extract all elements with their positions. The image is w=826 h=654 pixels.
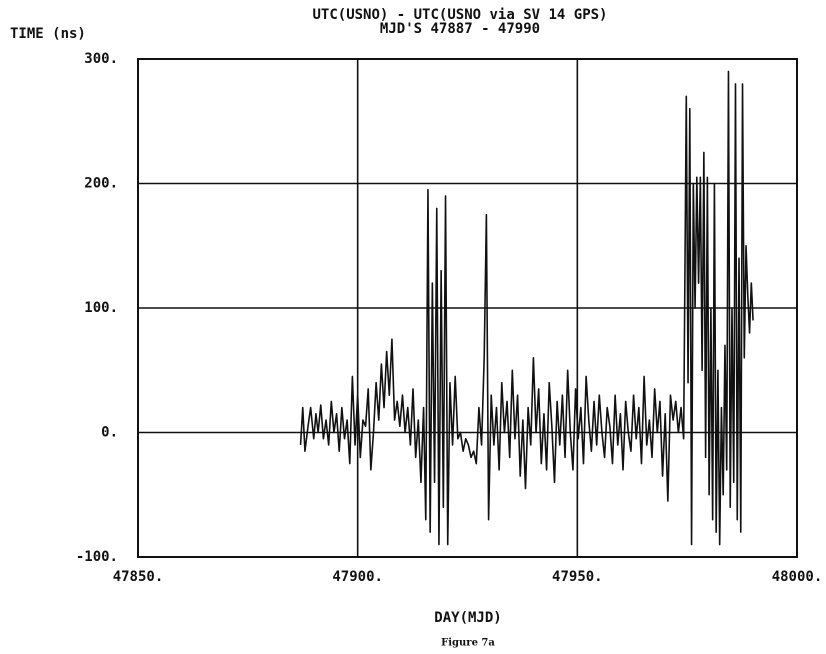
y-axis-label: TIME (ns) bbox=[10, 26, 86, 42]
y-tick-label: -100. bbox=[76, 549, 118, 565]
y-tick-label: 100. bbox=[84, 300, 118, 316]
x-axis-label: DAY(MJD) bbox=[434, 610, 501, 626]
plot-frame bbox=[137, 58, 798, 558]
y-tick-label: 300. bbox=[84, 51, 118, 67]
y-tick-label: 0. bbox=[101, 425, 118, 441]
chart-title: UTC(USNO) - UTC(USNO via SV 14 GPS) bbox=[312, 7, 607, 23]
figure-caption: Figure 7a bbox=[441, 638, 495, 649]
x-tick-label: 47850. bbox=[113, 569, 164, 585]
data-line bbox=[299, 70, 754, 546]
chart-subtitle: MJD'S 47887 - 47990 bbox=[380, 21, 540, 37]
x-tick-label: 47900. bbox=[332, 569, 383, 585]
x-tick-label: 47950. bbox=[552, 569, 603, 585]
x-tick-label: 48000. bbox=[772, 569, 823, 585]
y-tick-label: 200. bbox=[84, 176, 118, 192]
